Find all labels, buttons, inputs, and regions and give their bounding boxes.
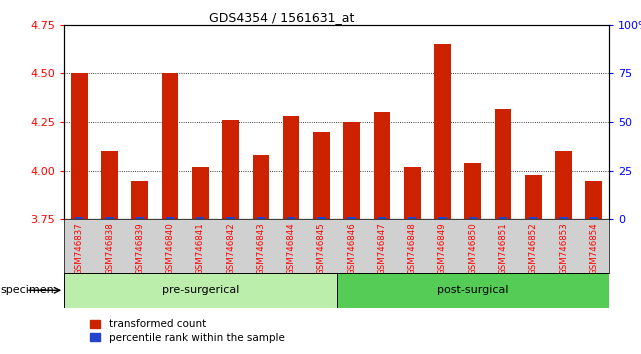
Text: GSM746854: GSM746854	[589, 222, 598, 275]
Bar	[529, 217, 537, 219]
Bar	[131, 181, 148, 219]
Bar	[555, 152, 572, 219]
Bar	[75, 217, 83, 219]
Bar	[105, 217, 113, 219]
Bar	[192, 167, 208, 219]
Bar	[469, 217, 477, 219]
Bar	[256, 217, 265, 219]
Bar	[408, 217, 417, 219]
Text: GSM746841: GSM746841	[196, 222, 205, 275]
Text: GSM746840: GSM746840	[165, 222, 174, 275]
Bar	[222, 120, 239, 219]
Bar	[136, 217, 144, 219]
Text: GDS4354 / 1561631_at: GDS4354 / 1561631_at	[210, 11, 354, 24]
Text: GSM746850: GSM746850	[468, 222, 478, 275]
Bar	[560, 217, 568, 219]
Bar	[196, 217, 204, 219]
Bar	[347, 217, 356, 219]
Text: GSM746853: GSM746853	[559, 222, 568, 275]
Bar	[465, 163, 481, 219]
Bar	[283, 116, 299, 219]
Bar	[317, 217, 326, 219]
Bar	[438, 217, 447, 219]
Bar	[525, 175, 542, 219]
Bar	[344, 122, 360, 219]
Bar	[162, 74, 178, 219]
Text: GSM746837: GSM746837	[75, 222, 84, 275]
Text: GSM746845: GSM746845	[317, 222, 326, 275]
Text: GSM746851: GSM746851	[499, 222, 508, 275]
Text: GSM746842: GSM746842	[226, 222, 235, 275]
Text: specimen: specimen	[1, 285, 54, 295]
Bar	[434, 44, 451, 219]
Bar	[378, 217, 386, 219]
Bar	[71, 74, 88, 219]
Text: GSM746838: GSM746838	[105, 222, 114, 275]
Bar	[374, 113, 390, 219]
Text: GSM746844: GSM746844	[287, 222, 296, 275]
Bar	[590, 217, 598, 219]
Bar	[287, 217, 296, 219]
Bar	[404, 167, 420, 219]
Bar	[313, 132, 329, 219]
Bar	[499, 217, 507, 219]
Text: pre-surgerical: pre-surgerical	[162, 285, 239, 295]
Text: post-surgical: post-surgical	[437, 285, 508, 295]
Text: GSM746852: GSM746852	[529, 222, 538, 275]
Legend: transformed count, percentile rank within the sample: transformed count, percentile rank withi…	[86, 315, 288, 347]
Bar	[495, 108, 512, 219]
Bar	[337, 273, 609, 308]
Bar	[166, 217, 174, 219]
Bar	[226, 217, 235, 219]
Bar	[253, 155, 269, 219]
Text: GSM746847: GSM746847	[378, 222, 387, 275]
Bar	[585, 181, 602, 219]
Text: GSM746846: GSM746846	[347, 222, 356, 275]
Bar	[101, 152, 118, 219]
Text: GSM746849: GSM746849	[438, 222, 447, 275]
Text: GSM746843: GSM746843	[256, 222, 265, 275]
Text: GSM746839: GSM746839	[135, 222, 144, 275]
Bar	[64, 273, 337, 308]
Text: GSM746848: GSM746848	[408, 222, 417, 275]
